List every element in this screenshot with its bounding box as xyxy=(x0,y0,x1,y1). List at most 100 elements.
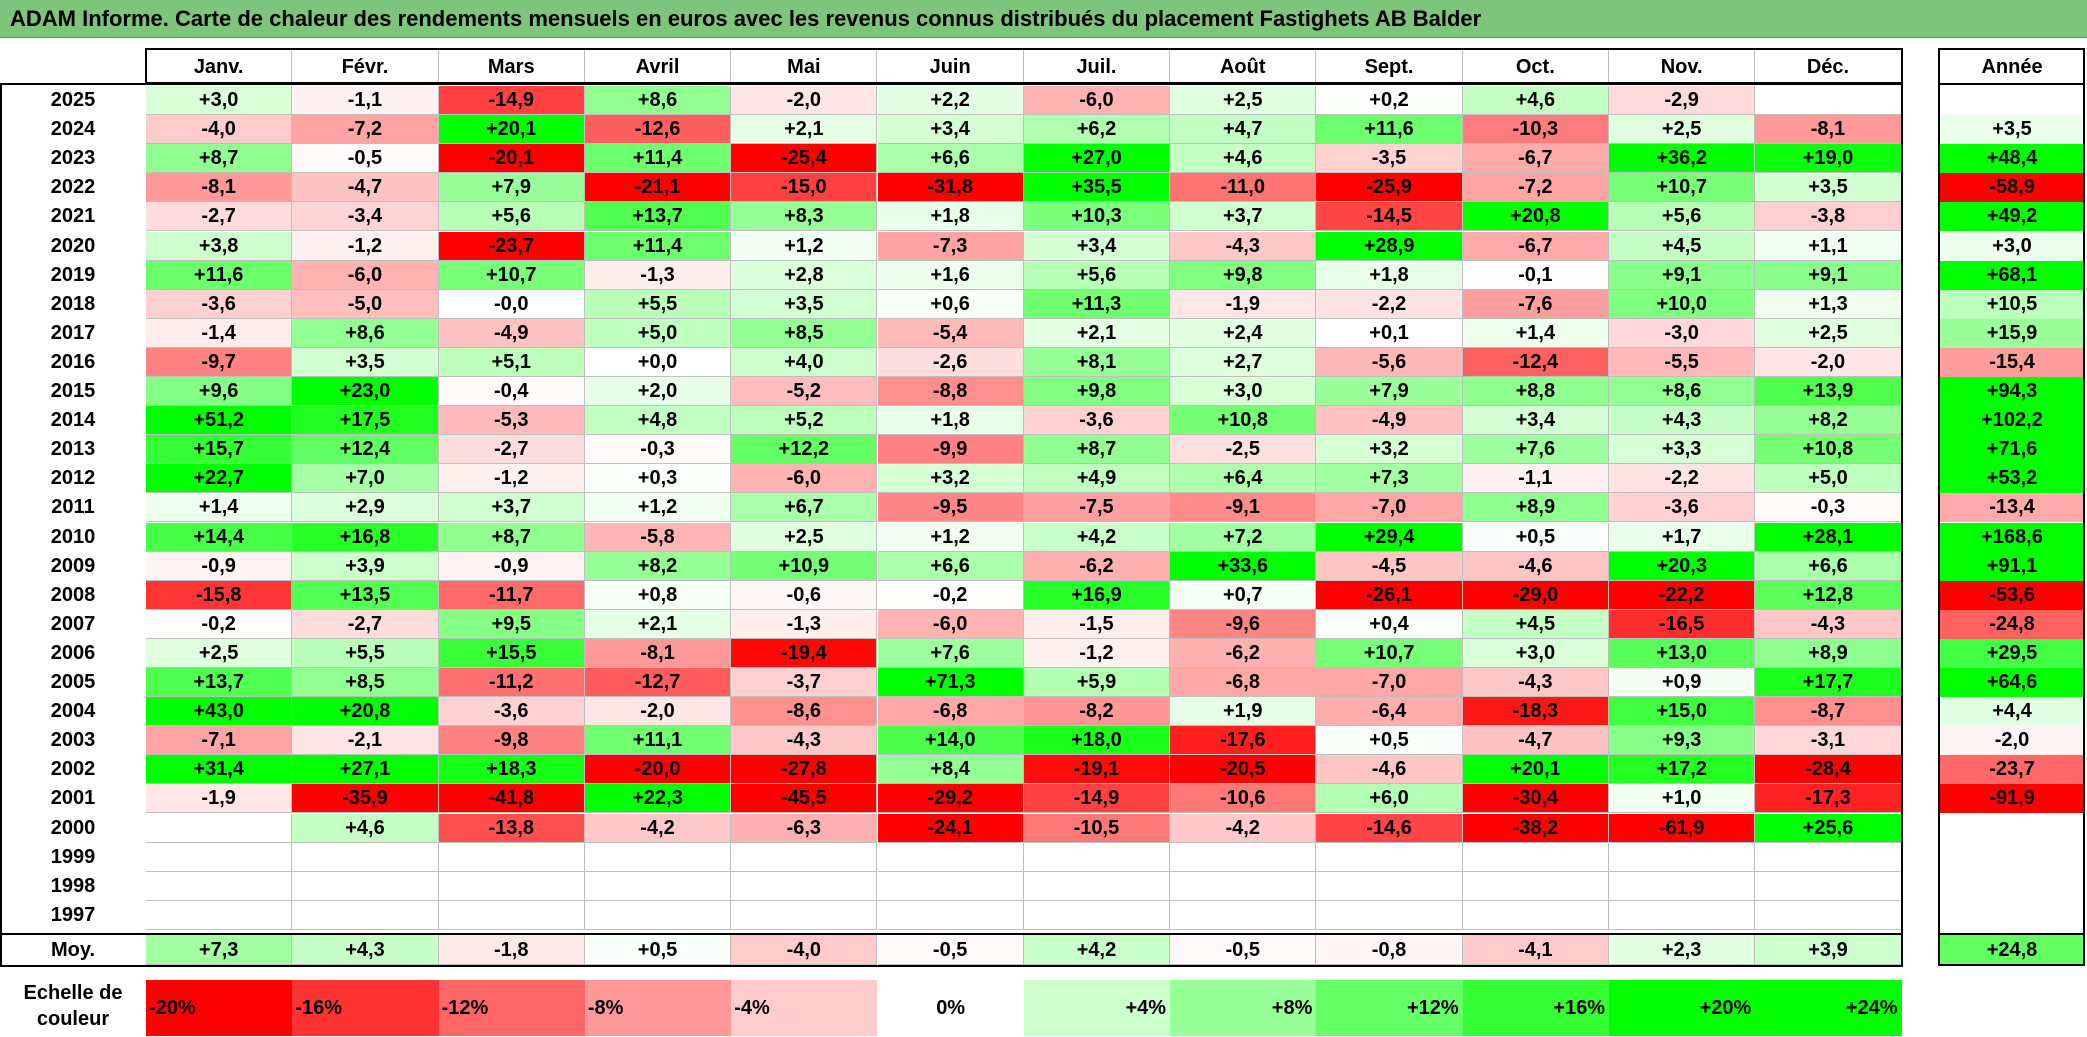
year-label: 2019 xyxy=(0,260,146,290)
heatmap-cell: +5,9 xyxy=(1023,668,1171,698)
heatmap-cell: -7,0 xyxy=(1316,668,1463,698)
annual-cell xyxy=(1939,842,2085,872)
heatmap-cell: +20,3 xyxy=(1609,551,1756,581)
heatmap-cell: -26,1 xyxy=(1316,580,1463,610)
color-scale-swatch: +24% xyxy=(1755,980,1902,1036)
heatmap-cell: +4,2 xyxy=(1023,522,1171,552)
heatmap-cell: +22,7 xyxy=(146,464,293,494)
heatmap-cell: +9,1 xyxy=(1755,260,1902,290)
heatmap-cell: +0,4 xyxy=(1316,609,1463,639)
year-label: 2002 xyxy=(0,755,146,785)
heatmap-cell: -0,2 xyxy=(146,609,293,639)
heatmap-cell: -11,7 xyxy=(438,580,585,610)
heatmap-cell: -35,9 xyxy=(292,784,439,814)
heatmap-cell: -20,0 xyxy=(584,755,732,785)
heatmap-cell: -27,8 xyxy=(731,755,878,785)
heatmap-cell: +3,4 xyxy=(1023,231,1171,261)
heatmap-cell: -5,2 xyxy=(731,377,878,407)
heatmap-cell: -5,0 xyxy=(292,289,439,319)
heatmap-cell xyxy=(1462,871,1609,901)
heatmap-cell: -0,4 xyxy=(438,377,585,407)
heatmap-cell: +7,3 xyxy=(1316,464,1463,494)
heatmap-cell: -14,5 xyxy=(1316,202,1463,232)
annual-cell: +49,2 xyxy=(1939,202,2085,232)
heatmap-cell: +8,6 xyxy=(1609,377,1756,407)
heatmap-cell xyxy=(877,900,1024,930)
heatmap-cell: -5,8 xyxy=(584,522,732,552)
annual-cell: -53,6 xyxy=(1939,580,2085,610)
heatmap-cell: -25,4 xyxy=(731,144,878,174)
heatmap-cell: -2,2 xyxy=(1316,289,1463,319)
heatmap-cell: -12,7 xyxy=(584,668,732,698)
heatmap-cell: +2,7 xyxy=(1170,347,1317,377)
annual-cell: +168,6 xyxy=(1939,522,2085,552)
heatmap-cell: +11,4 xyxy=(584,144,732,174)
heatmap-cell: +13,9 xyxy=(1755,377,1902,407)
color-scale-swatch: -16% xyxy=(292,980,439,1036)
heatmap-cell: -2,9 xyxy=(1609,86,1756,116)
heatmap-cell: +2,8 xyxy=(731,260,878,290)
heatmap-cell: +51,2 xyxy=(146,406,293,436)
annual-cell: -15,4 xyxy=(1939,347,2085,377)
heatmap-cell: +31,4 xyxy=(146,755,293,785)
month-header: Avril xyxy=(584,50,732,84)
month-header: Août xyxy=(1170,50,1317,84)
heatmap-cell xyxy=(438,842,585,872)
heatmap-cell: -8,1 xyxy=(146,173,293,203)
heatmap-cell: -12,6 xyxy=(584,115,732,145)
heatmap-cell: +2,5 xyxy=(1170,86,1317,116)
heatmap-cell: +28,9 xyxy=(1316,231,1463,261)
year-label: 2001 xyxy=(0,784,146,814)
year-label: 2017 xyxy=(0,318,146,348)
heatmap-cell: +11,4 xyxy=(584,231,732,261)
heatmap-cell: -8,2 xyxy=(1023,697,1171,727)
heatmap-cell: -0,6 xyxy=(731,580,878,610)
heatmap-cell: -6,0 xyxy=(731,464,878,494)
heatmap-cell: -0,0 xyxy=(438,289,585,319)
heatmap-cell: +2,0 xyxy=(584,377,732,407)
heatmap-cell: -10,5 xyxy=(1023,813,1171,843)
heatmap-cell xyxy=(1023,842,1171,872)
heatmap-cell: +20,1 xyxy=(1462,755,1609,785)
heatmap-cell: -8,6 xyxy=(731,697,878,727)
year-label: 2000 xyxy=(0,813,146,843)
heatmap-cell: +3,3 xyxy=(1609,435,1756,465)
heatmap-cell: +10,8 xyxy=(1170,406,1317,436)
heatmap-cell: -29,0 xyxy=(1462,580,1609,610)
heatmap-cell: +7,6 xyxy=(877,638,1024,668)
heatmap-cell xyxy=(146,842,293,872)
heatmap-cell: +4,5 xyxy=(1462,609,1609,639)
heatmap-cell: -3,4 xyxy=(292,202,439,232)
heatmap-cell: -3,7 xyxy=(731,668,878,698)
heatmap-cell: -0,3 xyxy=(584,435,732,465)
heatmap-cell: +4,5 xyxy=(1609,231,1756,261)
average-cell: -1,8 xyxy=(438,935,585,965)
heatmap-cell: -61,9 xyxy=(1609,813,1756,843)
year-label: 2014 xyxy=(0,406,146,436)
heatmap-cell: +9,5 xyxy=(438,609,585,639)
heatmap-cell: -38,2 xyxy=(1462,813,1609,843)
heatmap-cell: -2,7 xyxy=(292,609,439,639)
annual-cell: -2,0 xyxy=(1939,726,2085,756)
annual-cell: +94,3 xyxy=(1939,377,2085,407)
heatmap-cell: +8,2 xyxy=(1755,406,1902,436)
heatmap-cell: -7,3 xyxy=(877,231,1024,261)
heatmap-cell: +20,1 xyxy=(438,115,585,145)
heatmap-cell: +6,4 xyxy=(1170,464,1317,494)
heatmap-cell xyxy=(1170,900,1317,930)
heatmap-cell: +12,8 xyxy=(1755,580,1902,610)
heatmap-cell: +15,5 xyxy=(438,638,585,668)
heatmap-cell: -41,8 xyxy=(438,784,585,814)
heatmap-cell: +3,2 xyxy=(877,464,1024,494)
color-scale-label: Echelle de couleur xyxy=(23,982,123,1030)
heatmap-cell xyxy=(1609,900,1756,930)
heatmap-cell: +4,0 xyxy=(731,347,878,377)
heatmap-cell: +20,8 xyxy=(1462,202,1609,232)
year-label: 2016 xyxy=(0,347,146,377)
heatmap-cell: +0,0 xyxy=(584,347,732,377)
color-scale-swatch: +8% xyxy=(1170,980,1317,1036)
heatmap-cell: -3,1 xyxy=(1755,726,1902,756)
heatmap-cell: -2,7 xyxy=(146,202,293,232)
heatmap-cell: +23,0 xyxy=(292,377,439,407)
heatmap-cell: +14,4 xyxy=(146,522,293,552)
